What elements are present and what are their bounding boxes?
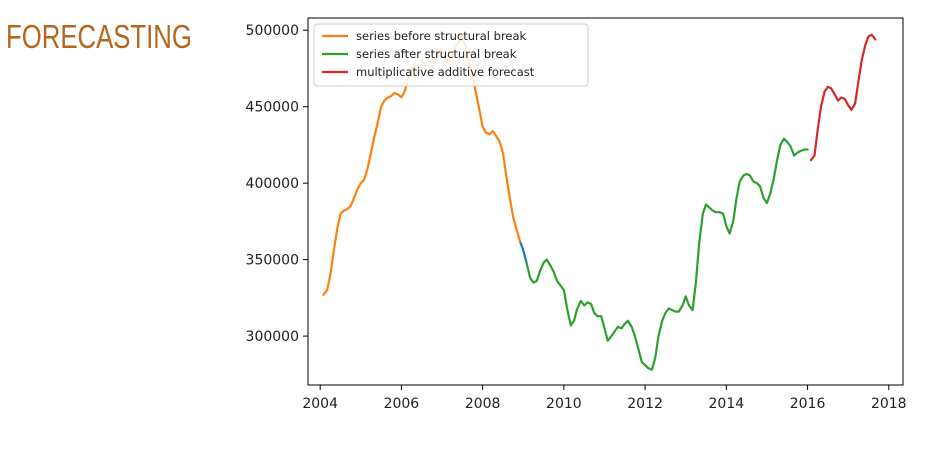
- x-tick-label: 2010: [546, 396, 582, 412]
- x-tick-label: 2014: [709, 396, 745, 412]
- legend-label: series before structural break: [356, 29, 527, 43]
- y-tick-label: 300000: [246, 329, 299, 345]
- y-tick-label: 400000: [246, 176, 299, 192]
- x-tick-label: 2008: [465, 396, 501, 412]
- y-tick-label: 500000: [246, 23, 299, 39]
- x-tick-label: 2018: [871, 396, 907, 412]
- series-line-3: [809, 33, 877, 162]
- x-tick-label: 2006: [384, 396, 420, 412]
- legend-label: series after structural break: [356, 47, 517, 61]
- legend-label: multiplicative additive forecast: [356, 65, 535, 79]
- legend: series before structural break series aft…: [313, 23, 589, 87]
- y-tick-label: 450000: [246, 100, 299, 116]
- slide-title: FORECASTING: [6, 18, 192, 55]
- series-line-0: [518, 240, 528, 264]
- x-tick-label: 2016: [790, 396, 826, 412]
- plot-frame: [307, 17, 904, 386]
- x-tick-label: 2012: [627, 396, 663, 412]
- y-tick-label: 350000: [246, 253, 299, 269]
- legend-box: [313, 23, 589, 87]
- series-line-2: [525, 137, 809, 371]
- x-tick-label: 2004: [302, 396, 338, 412]
